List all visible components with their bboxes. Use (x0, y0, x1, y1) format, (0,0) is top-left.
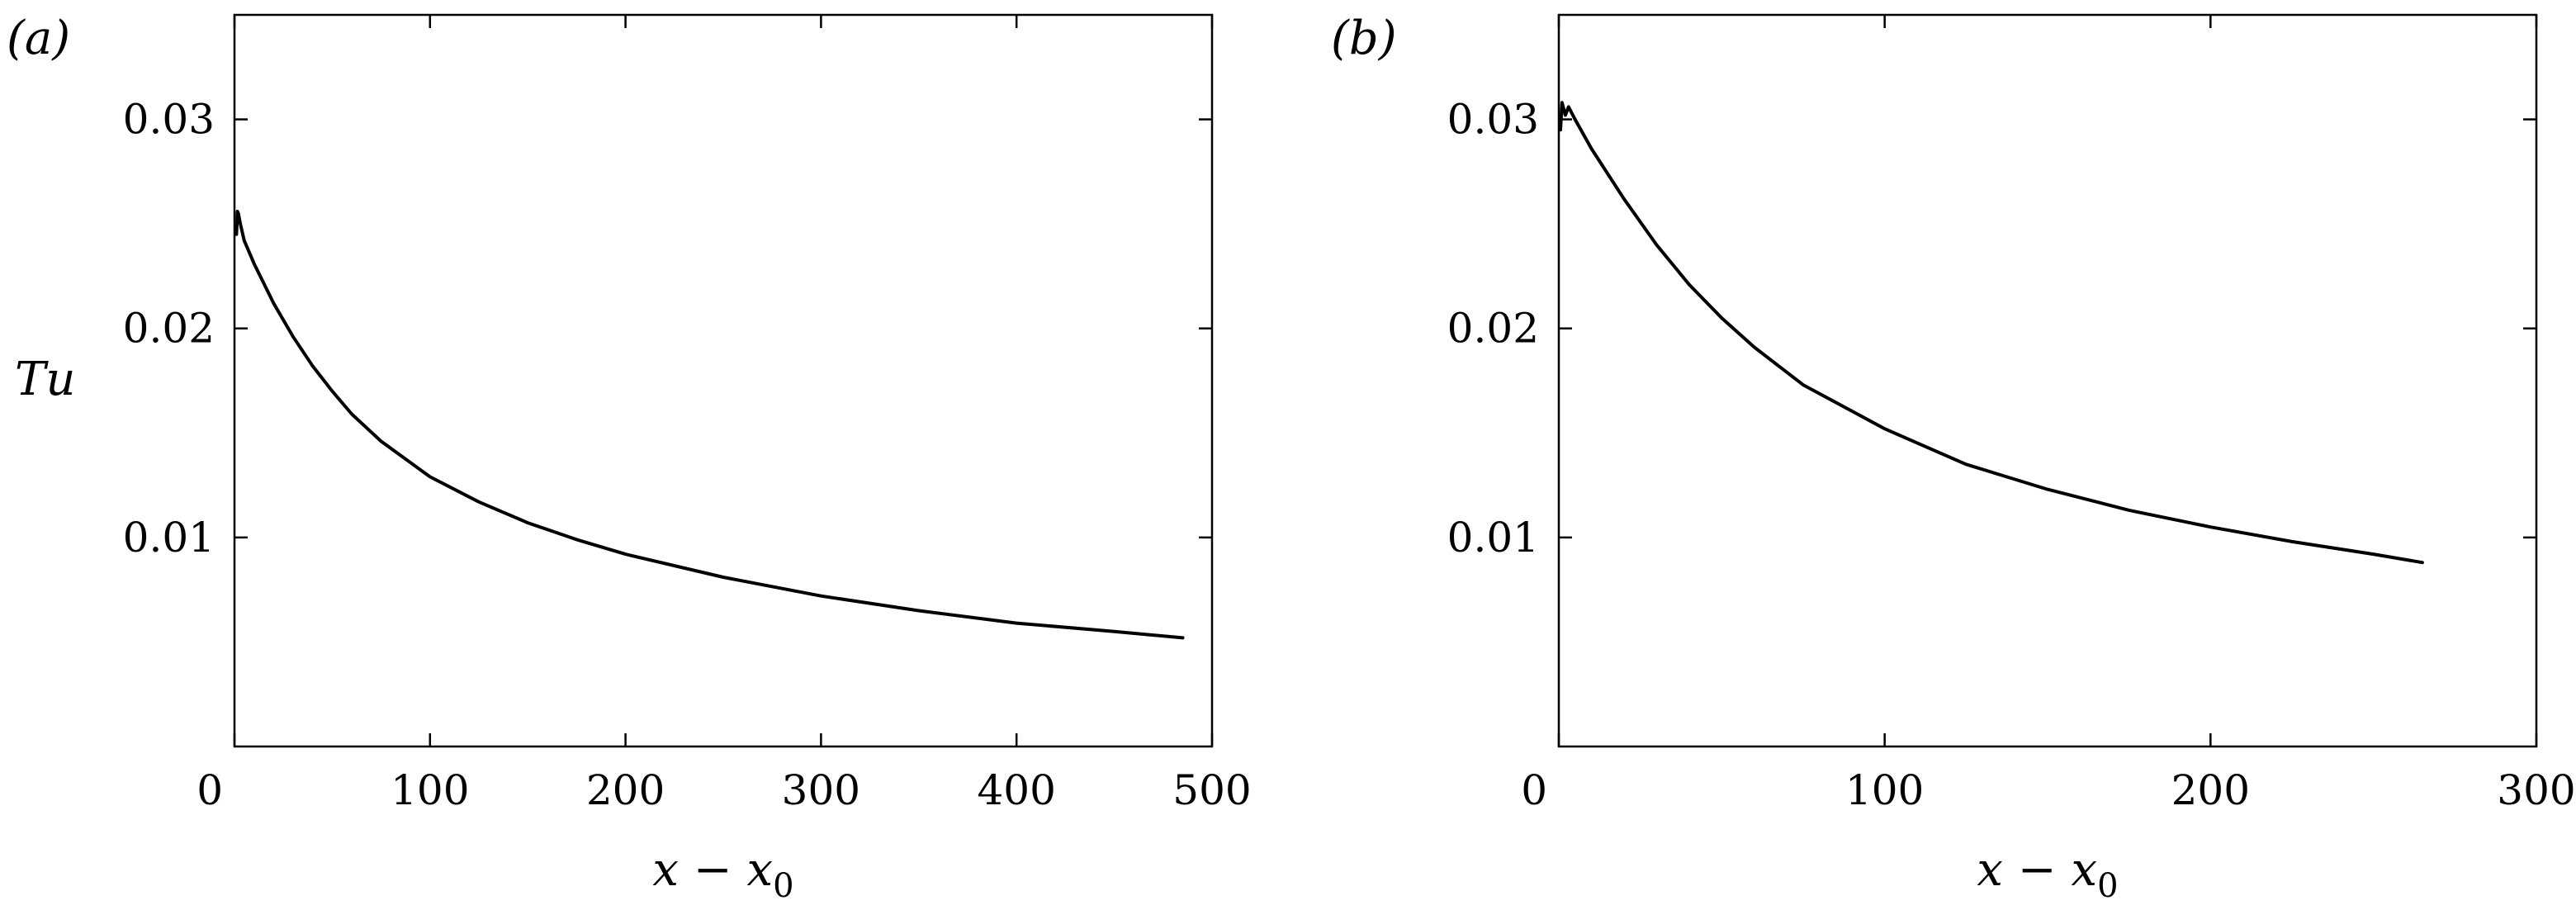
x-axis-title-main: x − x (1977, 843, 2097, 897)
x-tick-label: 400 (977, 766, 1055, 814)
y-axis-title: Tu (15, 353, 75, 406)
y-tick-label: 0.03 (123, 96, 215, 144)
y-tick-label: 0.01 (1447, 514, 1539, 562)
x-axis-title-main: x − x (652, 843, 773, 897)
y-tick-label: 0.03 (1447, 96, 1539, 144)
x-tick-label: 0 (1521, 766, 1547, 814)
x-tick-label: 300 (782, 766, 860, 814)
x-tick-label: 200 (586, 766, 665, 814)
series-line (234, 210, 1185, 640)
panel-label: (a) (7, 12, 70, 65)
x-axis-title-subscript: 0 (2097, 867, 2118, 905)
plot-frame (1557, 13, 2538, 748)
x-tick-label: 100 (1845, 766, 1924, 814)
x-axis-title: x − x0 (1977, 843, 2118, 905)
x-tick-label: 100 (391, 766, 469, 814)
x-tick-label: 0 (197, 766, 223, 814)
x-tick-label: 200 (2171, 766, 2250, 814)
y-tick-label: 0.01 (123, 514, 215, 562)
panel-label: (b) (1331, 12, 1397, 65)
x-tick-label: 300 (2497, 766, 2575, 814)
x-tick-label: 500 (1172, 766, 1251, 814)
plot-frame (233, 13, 1214, 748)
series-line (1559, 101, 2424, 565)
y-tick-label: 0.02 (123, 305, 215, 353)
x-axis-title-subscript: 0 (773, 867, 793, 905)
x-axis-title: x − x0 (652, 843, 793, 905)
y-tick-label: 0.02 (1447, 305, 1539, 353)
